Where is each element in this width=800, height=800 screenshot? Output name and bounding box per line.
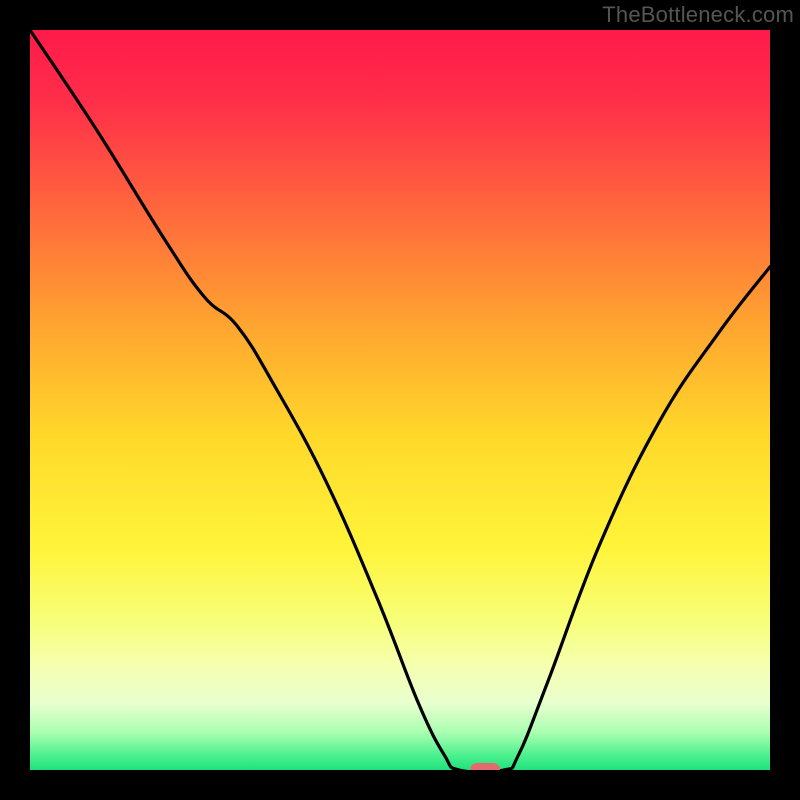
chart-svg <box>30 30 770 770</box>
plot-area <box>30 30 770 770</box>
watermark-text: TheBottleneck.com <box>602 2 794 28</box>
chart-frame: TheBottleneck.com <box>0 0 800 800</box>
optimal-point-marker <box>470 763 500 770</box>
